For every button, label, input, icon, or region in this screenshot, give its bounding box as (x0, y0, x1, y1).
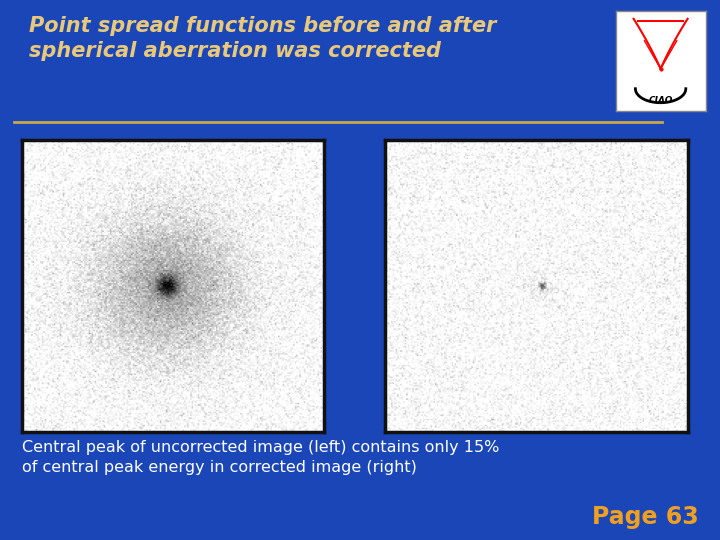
Text: Point spread functions before and after
spherical aberration was corrected: Point spread functions before and after … (29, 16, 496, 61)
Text: Central peak of uncorrected image (left) contains only 15%
of central peak energ: Central peak of uncorrected image (left)… (22, 440, 499, 475)
Text: Page 63: Page 63 (592, 505, 698, 529)
Text: CIAO: CIAO (649, 96, 672, 105)
